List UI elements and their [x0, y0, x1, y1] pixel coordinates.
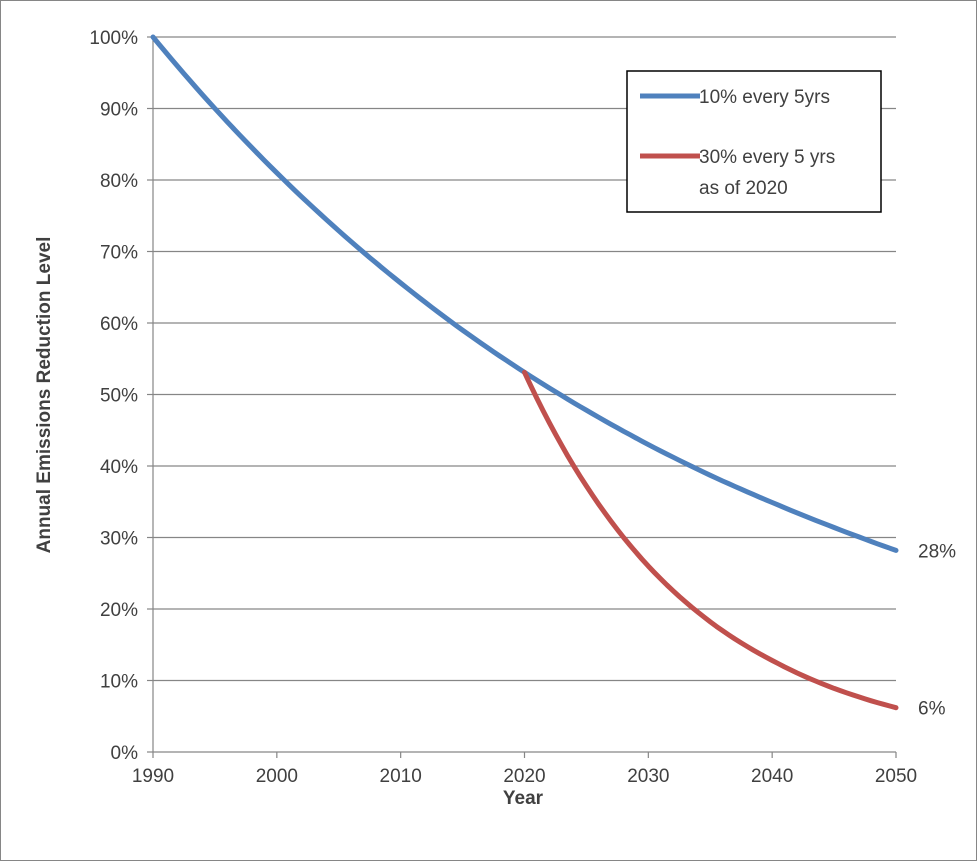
series-lines — [150, 34, 899, 711]
y-tick-label: 70% — [100, 243, 138, 264]
legend-label: 10% every 5yrs — [699, 87, 830, 108]
legend-label: as of 2020 — [699, 178, 788, 199]
legend: 10% every 5yrs 30% every 5 yrs as of 2020 — [626, 70, 882, 213]
x-tick-label: 2040 — [751, 766, 793, 787]
y-axis-title: Annual Emissions Reduction Level — [34, 237, 55, 554]
end-label: 6% — [918, 699, 946, 720]
x-tick-label: 2010 — [380, 766, 422, 787]
y-tick-label: 100% — [89, 28, 138, 49]
legend-label: 30% every 5 yrs — [699, 147, 835, 168]
x-tick-label: 2000 — [256, 766, 298, 787]
series-line-2 — [522, 369, 899, 711]
y-tick-label: 40% — [100, 457, 138, 478]
tick-labels: 0% 10% 20% 30% 40% 50% 60% 70% 80% 90% 100% 1990 200… — [89, 28, 917, 787]
y-tick-label: 20% — [100, 600, 138, 621]
y-tick-label: 0% — [111, 743, 139, 764]
y-tick-label: 90% — [100, 100, 138, 121]
x-tick-label: 2030 — [627, 766, 669, 787]
y-tick-label: 60% — [100, 314, 138, 335]
x-tick-label: 2020 — [503, 766, 545, 787]
x-tick-label: 1990 — [132, 766, 174, 787]
y-tick-label: 30% — [100, 529, 138, 550]
y-tick-label: 50% — [100, 386, 138, 407]
y-tick-label: 10% — [100, 672, 138, 693]
x-axis-title: Year — [503, 788, 544, 809]
end-labels: 28% 6% — [918, 541, 956, 719]
y-tick-label: 80% — [100, 171, 138, 192]
x-tick-label: 2050 — [875, 766, 917, 787]
end-label: 28% — [918, 541, 956, 562]
axes — [147, 36, 897, 758]
gridlines — [153, 36, 896, 682]
